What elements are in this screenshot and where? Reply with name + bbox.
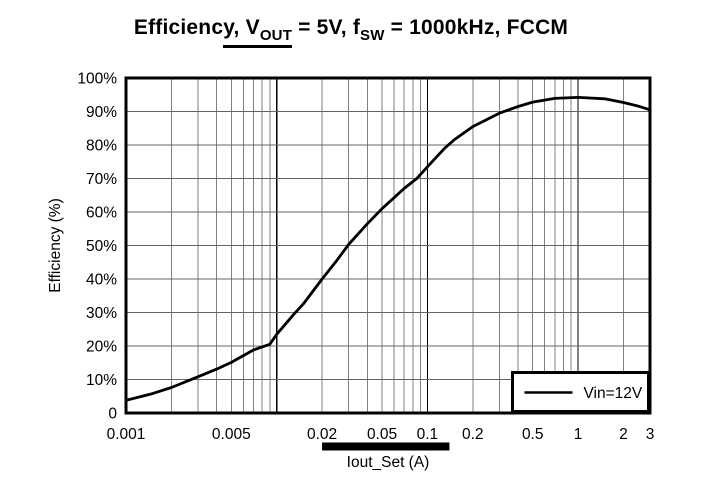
plot-border	[124, 76, 652, 415]
efficiency-curve	[124, 96, 652, 402]
y-tick-label: 80%	[86, 138, 117, 155]
x-tick-label: 0.02	[307, 426, 337, 443]
y-tick-label: 40%	[86, 272, 117, 289]
y-tick-label: 0	[108, 406, 117, 423]
y-tick-label: 90%	[86, 104, 117, 121]
x-tick-label: 3	[646, 426, 655, 443]
y-tick-label: 20%	[86, 339, 117, 356]
title-subscript: OUT	[259, 27, 293, 44]
x-axis-highlight-bar	[322, 442, 450, 451]
chart-title: Efficiency, VOUT = 5V, fSW = 1000kHz, FC…	[0, 16, 702, 48]
title-text: = 1000kHz, FCCM	[384, 16, 569, 39]
x-tick-label: 0.2	[462, 426, 484, 443]
y-axis-title: Efficiency (%)	[47, 198, 64, 292]
x-tick-label: 0.005	[212, 426, 251, 443]
legend-box	[511, 371, 650, 413]
y-tick-label: 100%	[77, 71, 117, 88]
title-underlined-part: y, VOUT	[223, 16, 293, 48]
x-tick-label: 0.001	[107, 426, 146, 443]
x-axis-title: Iout_Set (A)	[347, 454, 430, 471]
y-tick-label: 60%	[86, 205, 117, 222]
legend-label: Vin=12V	[584, 385, 643, 402]
title-text: Efficienc	[133, 16, 224, 39]
y-tick-label: 30%	[86, 305, 117, 322]
title-subscript: SW	[360, 27, 385, 44]
x-tick-label: 0.5	[522, 426, 544, 443]
title-text: y, V	[223, 16, 260, 39]
y-tick-label: 50%	[86, 238, 117, 255]
x-tick-label: 0.05	[367, 426, 397, 443]
title-text: = 5V, f	[292, 16, 361, 39]
y-tick-label: 10%	[86, 372, 117, 389]
x-tick-label: 2	[619, 426, 628, 443]
x-tick-label: 0.1	[417, 426, 439, 443]
x-tick-label: 1	[574, 426, 583, 443]
y-tick-label: 70%	[86, 171, 117, 188]
